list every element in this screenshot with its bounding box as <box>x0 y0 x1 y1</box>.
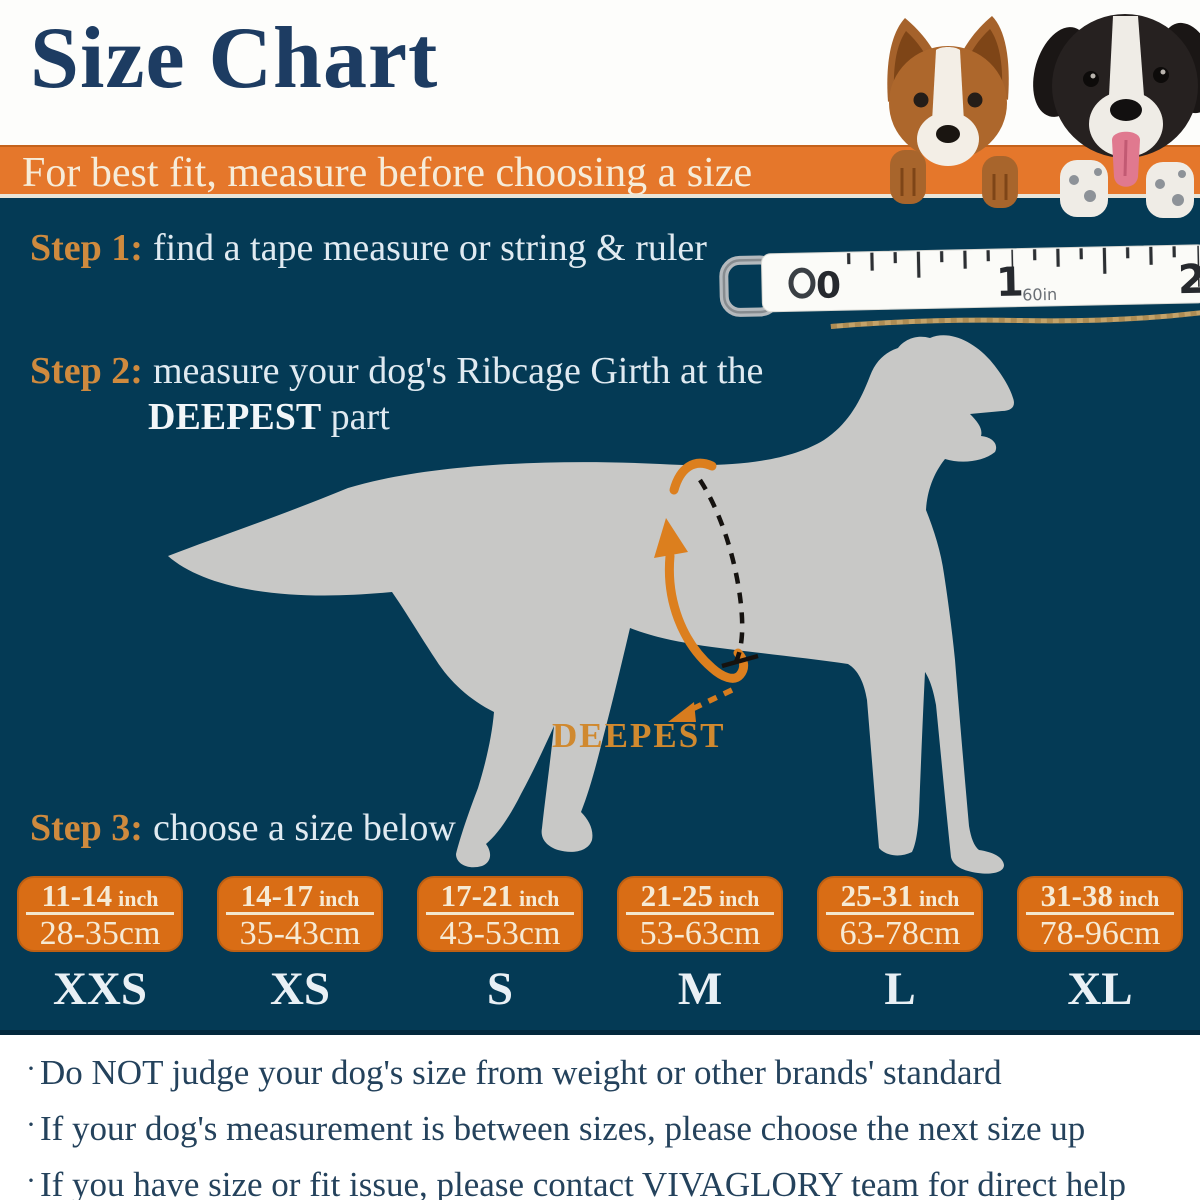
size-box: 31-38 inch 78-96cm <box>1017 876 1183 952</box>
notes-section: · Do NOT judge your dog's size from weigh… <box>0 1035 1200 1200</box>
inch-range: 14-17 <box>240 878 313 913</box>
cm-range: 78-96cm <box>1039 915 1161 952</box>
girth-measure-arrow <box>654 458 759 722</box>
size-col-m: 21-25 inch 53-63cm M <box>600 876 800 1013</box>
bullet: · <box>26 1164 36 1197</box>
size-label: XS <box>269 963 331 1015</box>
inch-range: 31-38 <box>1040 878 1113 913</box>
size-box: 11-14 inch 28-35cm <box>17 876 183 952</box>
size-col-s: 17-21 inch 43-53cm S <box>400 876 600 1013</box>
step-3: Step 3: choose a size below <box>30 806 456 850</box>
tape-mark-0: 0 <box>816 265 842 307</box>
cm-range: 28-35cm <box>39 915 161 952</box>
size-label: XXS <box>52 963 148 1015</box>
cm-range: 43-53cm <box>439 915 561 952</box>
size-col-xl: 31-38 inch 78-96cm XL <box>1000 876 1200 1013</box>
dog-silhouette <box>168 335 1014 874</box>
banner-text: For best fit, measure before choosing a … <box>22 150 753 196</box>
size-box: 17-21 inch 43-53cm <box>417 876 583 952</box>
note-item: · If your dog's measurement is between si… <box>26 1108 1085 1149</box>
size-col-l: 25-31 inch 63-78cm L <box>800 876 1000 1013</box>
note-text: If your dog's measurement is between siz… <box>40 1109 1086 1148</box>
size-label: M <box>677 963 723 1015</box>
step-2-emphasis: DEEPEST <box>148 396 322 438</box>
step-2-text-line1: measure your dog's Ribcage Girth at the <box>152 350 764 392</box>
size-box: 21-25 inch 53-63cm <box>617 876 783 952</box>
tape-measure-illustration: 0 1 60in 2 <box>719 244 1200 330</box>
inch-unit: inch <box>318 886 360 911</box>
inch-unit: inch <box>1118 886 1160 911</box>
size-label: L <box>884 963 916 1015</box>
step-2-text-line2: part <box>321 396 390 438</box>
bullet: · <box>26 1108 36 1141</box>
inch-range: 17-21 <box>440 878 513 913</box>
size-col-xxs: 11-14 inch 28-35cm XXS <box>0 876 200 1013</box>
size-box: 14-17 inch 35-43cm <box>217 876 383 952</box>
cm-range: 53-63cm <box>639 915 761 952</box>
cm-range: 63-78cm <box>839 915 961 952</box>
inch-range: 21-25 <box>640 878 713 913</box>
cm-range: 35-43cm <box>239 915 361 952</box>
brown-dog-photo <box>887 16 1018 208</box>
step-3-text: choose a size below <box>152 807 456 849</box>
step-1-text: find a tape measure or string & ruler <box>152 227 707 269</box>
inch-unit: inch <box>918 886 960 911</box>
bullet: · <box>26 1052 36 1085</box>
inch-unit: inch <box>118 886 159 911</box>
dogs-photo-pair <box>887 14 1200 218</box>
note-text: Do NOT judge your dog's size from weight… <box>40 1053 1002 1092</box>
deepest-callout-label: DEEPEST <box>552 716 726 755</box>
page-title: Size Chart <box>30 10 439 107</box>
note-text: If you have size or fit issue, please co… <box>40 1165 1126 1200</box>
step-2-label: Step 2: <box>30 350 143 392</box>
step-2: Step 2: measure your dog's Ribcage Girth … <box>30 348 763 440</box>
size-label: S <box>486 963 514 1015</box>
note-item: · Do NOT judge your dog's size from weigh… <box>26 1052 1002 1093</box>
step-1: Step 1: find a tape measure or string & r… <box>30 226 707 270</box>
size-chart-row: 11-14 inch 28-35cm XXS 14-17 inch 35-43cm … <box>0 876 1200 1016</box>
note-item: · If you have size or fit issue, please c… <box>26 1164 1126 1200</box>
banner-separator-line <box>0 194 1200 198</box>
size-box: 25-31 inch 63-78cm <box>817 876 983 952</box>
size-label: XL <box>1067 963 1133 1015</box>
inch-range: 25-31 <box>840 878 913 913</box>
tape-mark-2: 2 <box>1178 257 1200 304</box>
step-3-label: Step 3: <box>30 807 143 849</box>
black-dog-photo <box>1033 14 1200 218</box>
inch-unit: inch <box>518 886 560 911</box>
tape-mark-1: 1 <box>996 259 1025 306</box>
tape-unit-label: 60in <box>1022 285 1057 305</box>
inch-range: 11-14 <box>41 878 113 913</box>
size-col-xs: 14-17 inch 35-43cm XS <box>200 876 400 1013</box>
step-1-label: Step 1: <box>30 227 143 269</box>
inch-unit: inch <box>718 886 760 911</box>
